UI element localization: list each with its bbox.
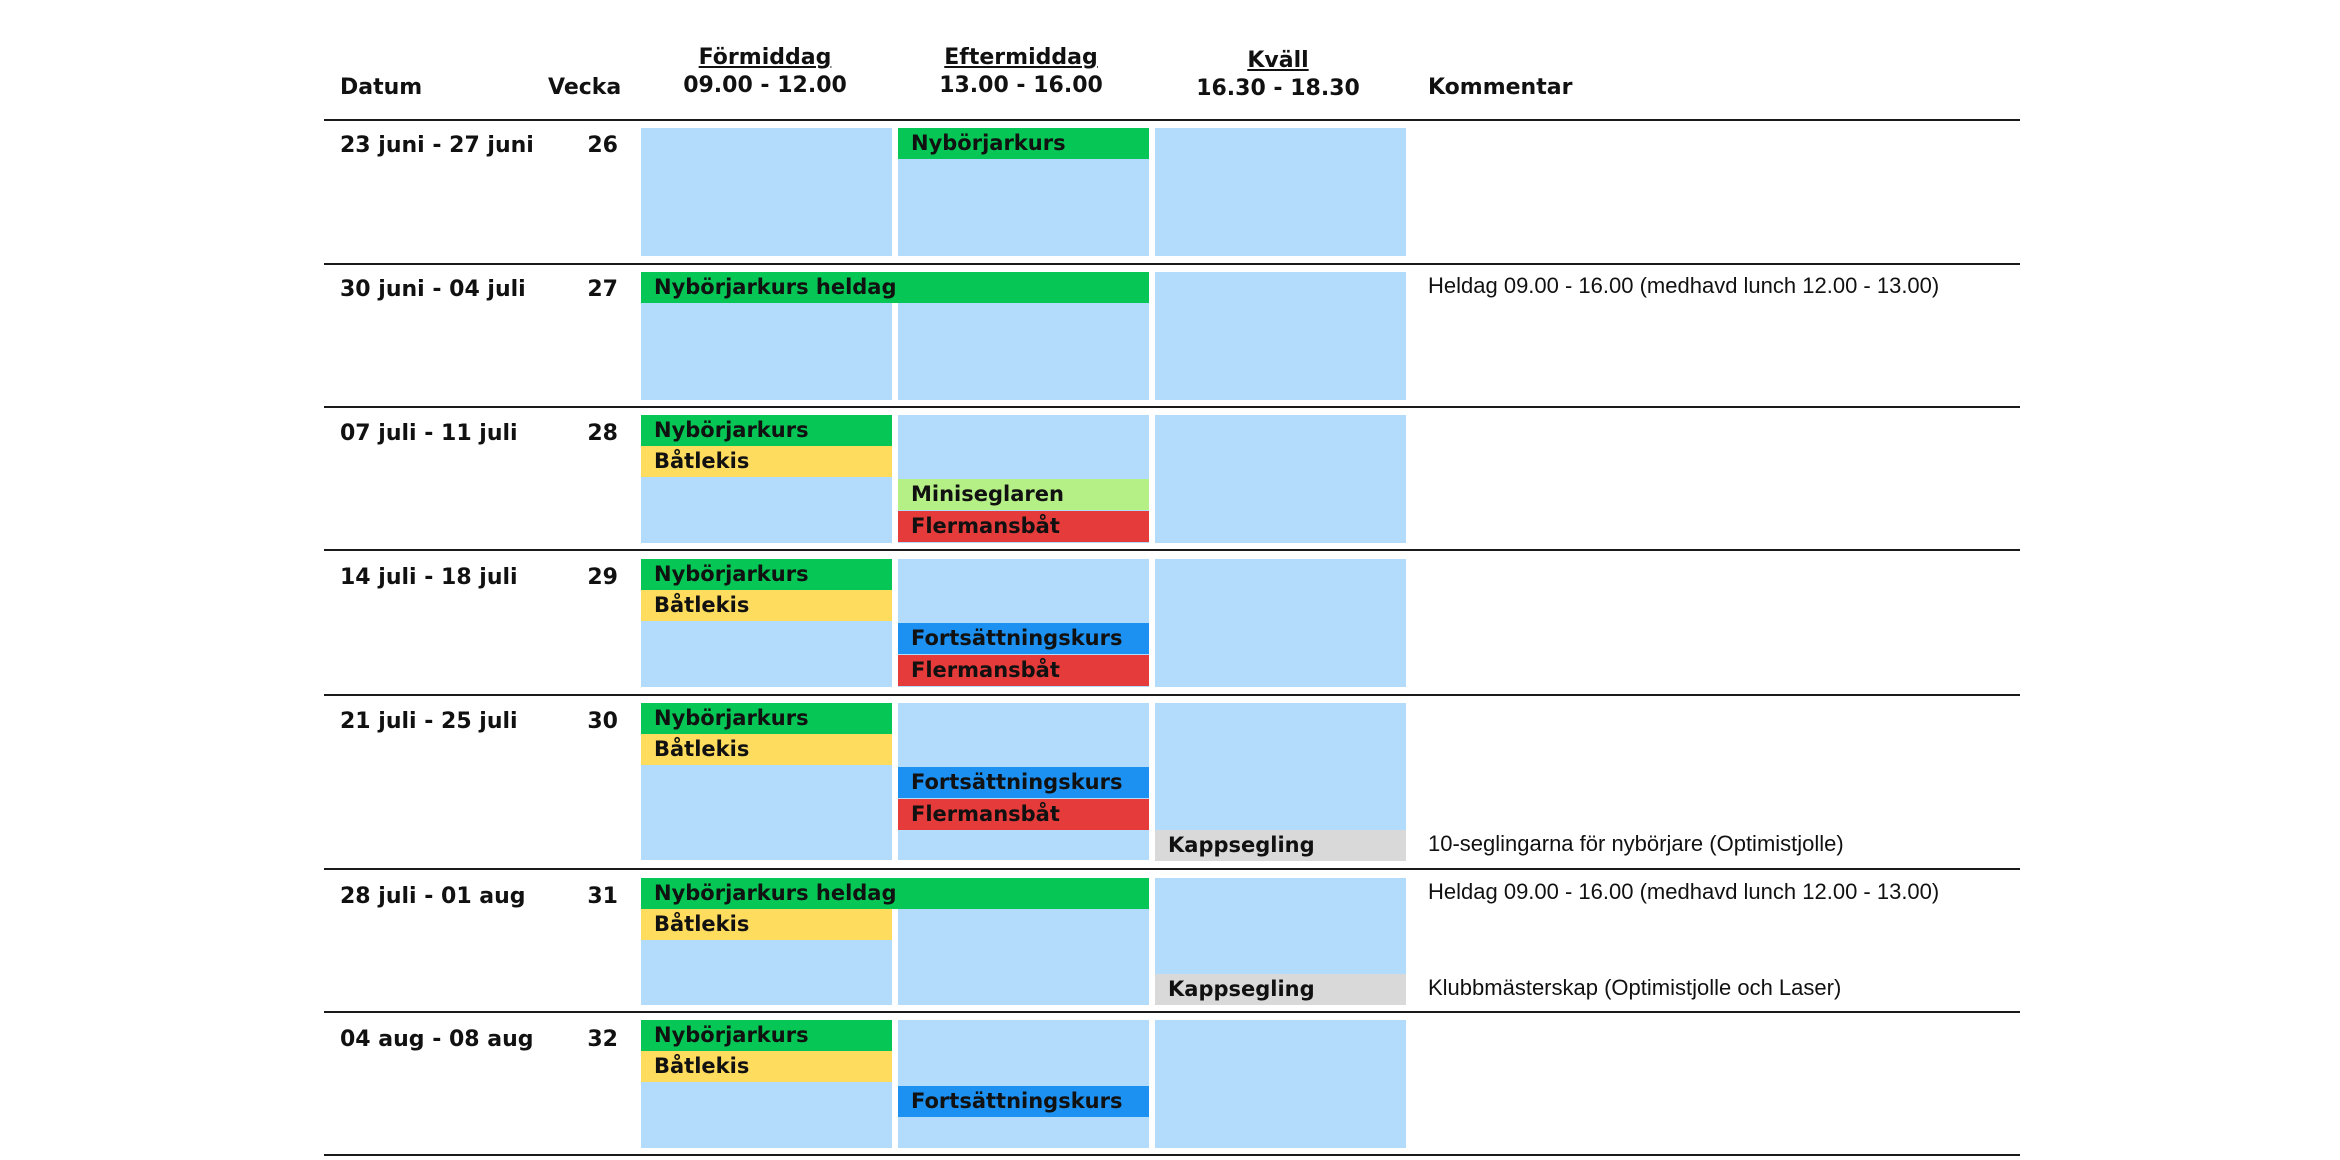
course-nyborjarkurs: Nybörjarkurs [641, 703, 892, 734]
row-date: 04 aug - 08 aug [340, 1027, 534, 1052]
slot-kvall [1155, 128, 1406, 256]
row-divider [324, 694, 2020, 696]
course-batlekis: Båtlekis [641, 1051, 892, 1082]
header-kvall: Kväll 16.30 - 18.30 [1153, 47, 1403, 102]
header-divider [324, 119, 2020, 121]
row-date: 21 juli - 25 juli [340, 709, 518, 734]
header-eftermiddag-title: Eftermiddag [944, 45, 1098, 70]
header-kommentar: Kommentar [1428, 75, 1573, 100]
row-week: 26 [587, 133, 618, 158]
course-flermansbat: Flermansbåt [898, 655, 1149, 686]
row-date: 30 juni - 04 juli [340, 277, 526, 302]
header-formiddag-title: Förmiddag [698, 45, 832, 70]
course-nyborjarkurs: Nybörjarkurs [641, 1020, 892, 1051]
course-miniseglaren: Miniseglaren [898, 479, 1149, 510]
course-flermansbat: Flermansbåt [898, 799, 1149, 830]
course-batlekis: Båtlekis [641, 734, 892, 765]
row-divider [324, 263, 2020, 265]
course-nyborjarkurs: Nybörjarkurs [641, 415, 892, 446]
row-divider [324, 1154, 2020, 1156]
course-nyborjarkurs: Nybörjarkurs [898, 128, 1149, 159]
row-week: 28 [587, 421, 618, 446]
header-datum: Datum [340, 75, 423, 100]
header-eftermiddag: Eftermiddag 13.00 - 16.00 [896, 44, 1146, 99]
course-fortsattningskurs: Fortsättningskurs [898, 767, 1149, 798]
row-week: 31 [587, 884, 618, 909]
row-date: 07 juli - 11 juli [340, 421, 518, 446]
course-flermansbat: Flermansbåt [898, 511, 1149, 542]
row-date: 23 juni - 27 juni [340, 133, 534, 158]
slot-kvall [1155, 415, 1406, 543]
header-formiddag-time: 09.00 - 12.00 [683, 72, 847, 98]
course-nyborjarkurs-heldag: Nybörjarkurs heldag [641, 878, 1149, 909]
row-week: 32 [587, 1027, 618, 1052]
course-nyborjarkurs: Nybörjarkurs [641, 559, 892, 590]
course-kappsegling: Kappsegling [1155, 830, 1406, 861]
course-batlekis: Båtlekis [641, 590, 892, 621]
slot-kvall [1155, 559, 1406, 687]
slot-kvall [1155, 1020, 1406, 1148]
course-fortsattningskurs: Fortsättningskurs [898, 1086, 1149, 1117]
header-kvall-time: 16.30 - 18.30 [1196, 75, 1360, 101]
course-fortsattningskurs: Fortsättningskurs [898, 623, 1149, 654]
header-kvall-title: Kväll [1247, 48, 1309, 73]
row-divider [324, 868, 2020, 870]
slot-kvall [1155, 272, 1406, 400]
course-batlekis: Båtlekis [641, 909, 892, 940]
row-divider [324, 549, 2020, 551]
slot-eftermiddag [898, 1020, 1149, 1148]
header-eftermiddag-time: 13.00 - 16.00 [939, 72, 1103, 98]
row-comment: Klubbmästerskap (Optimistjolle och Laser… [1428, 975, 1842, 1000]
row-date: 28 juli - 01 aug [340, 884, 526, 909]
row-date: 14 juli - 18 juli [340, 565, 518, 590]
row-divider [324, 1011, 2020, 1013]
row-comment: 10-seglingarna för nybörjare (Optimistjo… [1428, 831, 1844, 856]
row-comment: Heldag 09.00 - 16.00 (medhavd lunch 12.0… [1428, 273, 1940, 298]
row-week: 27 [587, 277, 618, 302]
course-kappsegling: Kappsegling [1155, 974, 1406, 1005]
slot-formiddag [641, 128, 892, 256]
row-comment: Heldag 09.00 - 16.00 (medhavd lunch 12.0… [1428, 879, 1940, 904]
course-nyborjarkurs-heldag: Nybörjarkurs heldag [641, 272, 1149, 303]
course-batlekis: Båtlekis [641, 446, 892, 477]
header-formiddag: Förmiddag 09.00 - 12.00 [640, 44, 890, 99]
row-week: 30 [587, 709, 618, 734]
row-divider [324, 406, 2020, 408]
header-vecka: Vecka [548, 75, 622, 100]
row-week: 29 [587, 565, 618, 590]
